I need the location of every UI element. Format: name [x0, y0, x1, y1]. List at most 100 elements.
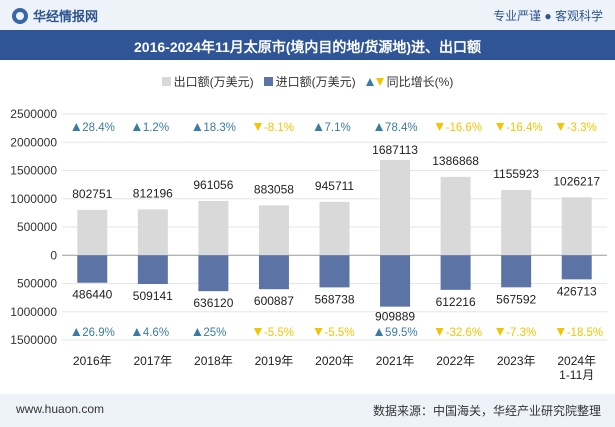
import-growth-label: -7.3% [506, 327, 536, 339]
export-bar [319, 201, 350, 256]
footer-site-link[interactable]: www.huaon.com [16, 402, 105, 416]
legend-import-label: 进口额(万美元) [275, 75, 356, 89]
legend-item-export: 出口额(万美元) [161, 73, 254, 90]
legend-growth-label: 同比增长(%) [386, 75, 454, 89]
import-value-label: 486440 [72, 288, 112, 302]
legend-item-import: 进口额(万美元) [263, 73, 356, 90]
import-growth-label: 59.5% [385, 327, 418, 339]
x-category-label: 2022年 [436, 354, 475, 368]
export-growth-label: 7.1% [325, 122, 351, 134]
growth-labels: 28.4% 26.9% 1.2% 4.6% 18.3% 25% -8.1% -5.5% 7.1%… [72, 122, 603, 339]
import-growth-label: 4.6% [143, 327, 169, 339]
import-bar [561, 255, 592, 280]
export-growth-down-icon [496, 123, 505, 131]
brand[interactable]: 华经情报网 [12, 6, 98, 25]
import-growth-down-icon [253, 328, 262, 336]
export-growth-label: -8.1% [264, 122, 294, 134]
x-category-label: 2021年 [376, 354, 415, 368]
x-category-label: 2016年 [73, 354, 112, 368]
import-growth-label: 26.9% [82, 327, 115, 339]
export-value-label: 961056 [193, 178, 233, 192]
x-category-label: 2020年 [315, 354, 354, 368]
export-bar [440, 176, 471, 256]
y-tick-label: 500000 [17, 220, 57, 234]
export-growth-label: 1.2% [143, 122, 169, 134]
import-growth-up-icon [375, 328, 384, 336]
export-bar [77, 209, 108, 256]
import-growth-label: -18.5% [567, 327, 603, 339]
export-value-label: 1026217 [553, 174, 600, 188]
export-growth-up-icon [193, 123, 202, 131]
tagline: 专业严谨 ● 客观科学 [493, 9, 603, 23]
import-value-label: 509141 [133, 289, 173, 303]
y-tick-label: 0 [50, 248, 57, 262]
import-value-label: 909889 [375, 310, 415, 324]
export-growth-down-icon [556, 123, 565, 131]
export-growth-label: -3.3% [567, 122, 597, 134]
import-growth-up-icon [132, 328, 141, 336]
import-value-label: 612216 [436, 295, 476, 309]
export-bar [198, 200, 229, 256]
export-growth-up-icon [72, 123, 81, 131]
x-category-label: 2019年 [255, 354, 294, 368]
export-growth-label: 18.3% [203, 122, 236, 134]
y-tick-label: 500000 [17, 277, 57, 291]
y-tick-label: 1000000 [10, 192, 57, 206]
y-tick-label: 2500000 [10, 107, 57, 121]
export-growth-up-icon [132, 123, 141, 131]
y-tick-label: 2000000 [10, 135, 57, 149]
import-growth-up-icon [72, 328, 81, 336]
export-growth-label: 78.4% [385, 122, 418, 134]
x-category-label: 2017年 [133, 354, 172, 368]
import-growth-label: -5.5% [325, 327, 355, 339]
import-bar [501, 255, 532, 288]
import-bar [258, 255, 289, 290]
import-bar [137, 255, 168, 285]
import-growth-down-icon [556, 328, 565, 336]
import-value-label: 567592 [496, 292, 536, 306]
export-value-label: 802751 [72, 187, 112, 201]
export-growth-label: 28.4% [82, 122, 115, 134]
export-growth-label: -16.6% [446, 122, 482, 134]
legend-down-triangle-icon [375, 77, 384, 86]
import-growth-down-icon [314, 328, 323, 336]
chart-title: 2016-2024年11月太原市(境内目的地/货源地)进、出口额 [134, 39, 481, 55]
import-growth-label: 25% [203, 327, 226, 339]
import-growth-up-icon [193, 328, 202, 336]
footer-source: 数据来源：中国海关，华经产业研究院整理 [372, 404, 601, 418]
bars [77, 159, 592, 307]
import-value-label: 600887 [254, 294, 294, 308]
import-growth-down-icon [496, 328, 505, 336]
export-value-label: 883058 [254, 182, 294, 196]
y-tick-label: 1500000 [10, 333, 57, 347]
x-category-label: 2018年 [194, 354, 233, 368]
import-bar [319, 255, 350, 288]
y-tick-label: 1500000 [10, 164, 57, 178]
export-bar [258, 205, 289, 256]
export-bar [501, 189, 532, 256]
export-growth-label: -16.4% [506, 122, 542, 134]
import-value-label: 568738 [314, 292, 354, 306]
brand-logo-icon [12, 7, 28, 24]
import-growth-down-icon [435, 328, 444, 336]
x-category-label: 2024年 1-11月 [557, 354, 596, 382]
import-bar [380, 255, 411, 307]
x-category-label: 2023年 [497, 354, 536, 368]
import-value-label: 426713 [557, 284, 597, 298]
export-value-label: 1155923 [493, 167, 539, 181]
export-value-label: 1687113 [372, 143, 418, 157]
y-axis: 2500000 2000000 1500000 1000000 500000 0 50000… [10, 107, 57, 347]
export-bar [561, 197, 592, 256]
export-value-label: 945711 [315, 179, 354, 193]
import-bar [77, 255, 108, 283]
legend-item-growth: 同比增长(%) [365, 73, 454, 90]
export-value-label: 812196 [133, 186, 173, 200]
export-bar [380, 159, 411, 256]
legend-import-swatch [263, 77, 273, 86]
import-bar [440, 255, 471, 290]
legend-export-label: 出口额(万美元) [173, 75, 254, 89]
import-bar [198, 255, 229, 292]
legend-up-triangle-icon [365, 77, 374, 86]
export-growth-down-icon [435, 123, 444, 131]
